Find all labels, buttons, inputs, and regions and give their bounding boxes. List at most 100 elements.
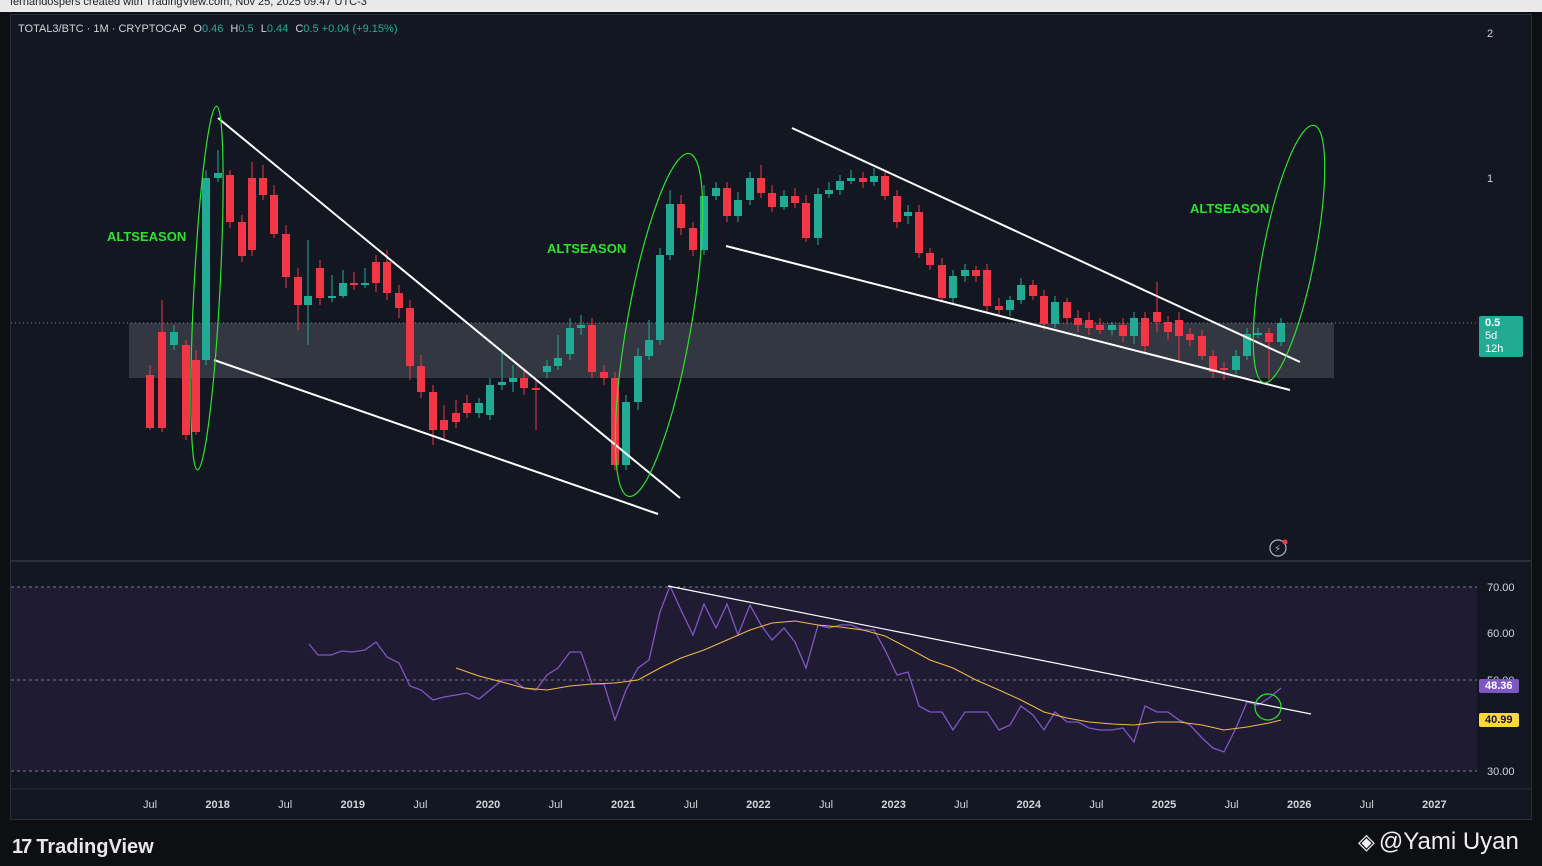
ellipse-2026 [1252, 124, 1326, 384]
candle-body [270, 195, 278, 234]
candle-body [226, 175, 234, 222]
candle-body [1074, 318, 1082, 325]
candle-body [634, 356, 642, 402]
time-tick: 2019 [341, 799, 365, 811]
time-axis: Jul 2018 Jul 2019 Jul 2020 Jul 2021 Jul 2022 Jul 20… [143, 799, 1447, 811]
candle-body [395, 293, 403, 308]
trendline-2018-upper [217, 117, 681, 499]
binance-icon: ◈ [1358, 829, 1375, 854]
candle-body [316, 268, 324, 298]
candle-body [995, 306, 1003, 310]
candle-body [768, 193, 776, 207]
candle-body [666, 204, 674, 255]
time-tick: 2022 [746, 799, 770, 811]
candle-body [417, 366, 425, 392]
candle-body [192, 360, 200, 432]
candle-body [1141, 318, 1149, 346]
candle-body [689, 228, 697, 250]
symbol-label: TOTAL3/BTC · 1M · CRYPTOCAP [18, 23, 187, 35]
alert-icon[interactable]: ⚡ [1269, 539, 1288, 557]
candle-body [1051, 302, 1059, 324]
candle-body [622, 402, 630, 465]
time-tick: Jul [278, 799, 292, 811]
candle-body [259, 178, 267, 195]
time-tick: Jul [1089, 799, 1103, 811]
time-tick: 2021 [611, 799, 635, 811]
time-tick: 2024 [1017, 799, 1042, 811]
candle-body [1040, 296, 1048, 324]
candle-body [238, 222, 246, 256]
footer: 17 TradingView ◈ @Yami Uyan [0, 828, 1542, 866]
tv-logo-icon: 17 [12, 836, 32, 858]
time-tick: Jul [954, 799, 968, 811]
candle-body [339, 283, 347, 296]
candle-body [1017, 285, 1025, 300]
candle-body [1096, 325, 1104, 330]
candle-body [1063, 302, 1071, 318]
candle-body [814, 194, 822, 238]
trendline-2022-lower [725, 245, 1291, 391]
candle-body [645, 340, 653, 356]
time-tick: 2026 [1287, 799, 1311, 811]
candle-body [1153, 312, 1161, 322]
candle-body [248, 178, 256, 250]
candle-body [734, 200, 742, 216]
low-value: 0.44 [266, 23, 289, 35]
candle-body [1006, 300, 1014, 310]
candle-body [949, 276, 957, 298]
time-tick: Jul [1225, 799, 1239, 811]
candle-body [328, 296, 336, 298]
candle-body [440, 420, 448, 430]
header-strip: fernandospers created with TradingView.c… [0, 0, 1542, 12]
candle-body [1232, 356, 1240, 370]
open-value: 0.46 [201, 23, 224, 35]
candle-body [600, 372, 608, 378]
author-watermark: ◈ @Yami Uyan [1358, 828, 1519, 855]
chart-legend: TOTAL3/BTC · 1M · CRYPTOCAP O0.46 H0.5 L… [18, 23, 398, 35]
rsi-ma-badge: 40.99 [1479, 713, 1519, 727]
candle-body [1254, 333, 1262, 335]
candle-body [294, 277, 302, 305]
candle-body [1220, 368, 1228, 370]
time-tick: Jul [1360, 799, 1374, 811]
time-tick: Jul [549, 799, 563, 811]
time-tick: 2027 [1422, 799, 1446, 811]
candle-body [746, 178, 754, 200]
close-value: 0.5 [303, 23, 319, 35]
candle-body [475, 403, 483, 413]
trendlines [213, 117, 1301, 515]
candle-body [791, 196, 799, 203]
candle-body [182, 345, 190, 435]
time-tick: Jul [819, 799, 833, 811]
candle-body [554, 358, 562, 366]
candle-body [1243, 334, 1251, 356]
altseason-label-3: ALTSEASON [1190, 201, 1269, 216]
candle-body [304, 296, 312, 305]
tradingview-logo[interactable]: 17 TradingView [12, 836, 154, 858]
candle-body [588, 325, 596, 372]
candle-body [1130, 318, 1138, 336]
candle-body [1108, 325, 1116, 330]
candles-group [146, 150, 1285, 470]
candle-body [146, 375, 154, 428]
candle-body [383, 262, 391, 293]
candle-body [1119, 325, 1127, 336]
rsi-value-badge: 48.36 [1479, 679, 1519, 693]
trendline-2018-lower [213, 359, 659, 515]
candle-body [757, 178, 765, 193]
candle-body [350, 283, 358, 285]
candle-body [543, 366, 551, 372]
candle-body [938, 265, 946, 298]
rsi-band [11, 587, 1477, 771]
price-tick-1: 1 [1487, 173, 1493, 185]
rsi-tick-70: 70.00 [1487, 582, 1515, 594]
last-price-badge: 0.5 5d 12h [1479, 316, 1523, 357]
candle-body [677, 204, 685, 228]
candle-body [926, 253, 934, 265]
ellipse-2021 [614, 152, 704, 498]
candle-body [452, 413, 460, 422]
candle-body [656, 255, 664, 340]
candle-body [361, 283, 369, 285]
candle-body [1265, 333, 1273, 342]
